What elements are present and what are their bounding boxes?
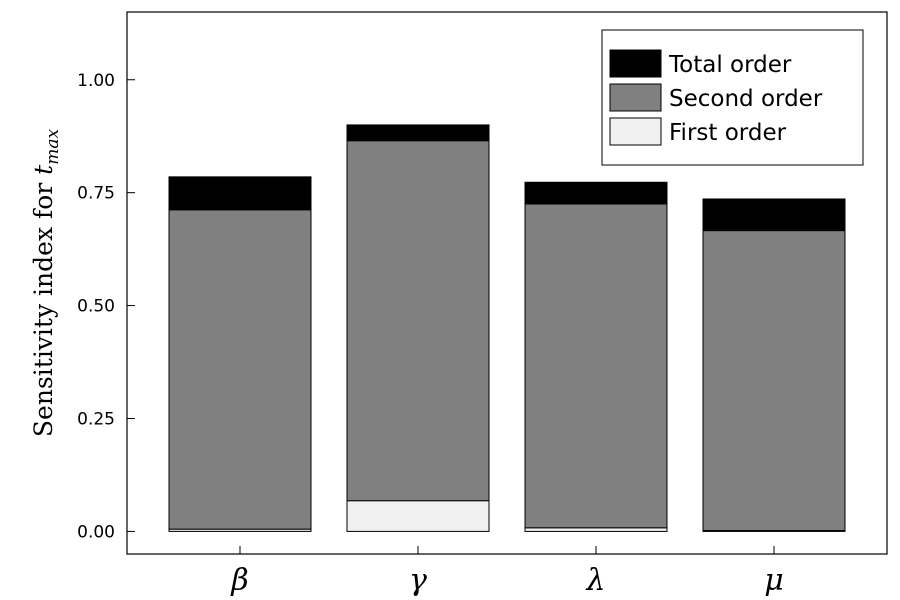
bar-segment-total-order <box>524 181 668 205</box>
y-tick-label: 0.00 <box>77 522 115 542</box>
legend-label: First order <box>669 120 787 146</box>
bar-segment-total-order <box>702 198 846 232</box>
y-tick-label: 1.00 <box>77 71 115 91</box>
x-category-label: λ <box>585 563 605 598</box>
bar-segment-first-order <box>524 527 668 532</box>
y-tick-label: 0.75 <box>77 184 115 204</box>
x-category-label: γ <box>409 563 427 598</box>
x-category-label: μ <box>764 563 784 598</box>
bars <box>168 124 846 532</box>
legend: Total order Second order First order <box>601 29 864 166</box>
y-tick-label: 0.50 <box>77 297 115 317</box>
bar-segment-second-order <box>346 140 490 502</box>
y-axis-label: Sensitivity index for tmax <box>29 129 63 438</box>
bar-segment-second-order <box>524 203 668 529</box>
x-category-label: β <box>230 563 248 598</box>
legend-label: Total order <box>668 52 792 78</box>
bar-segment-first-order <box>346 500 490 532</box>
bar-segment-total-order <box>346 124 490 142</box>
legend-swatch <box>609 49 662 78</box>
y-axis-ticks: 0.00 0.25 0.50 0.75 1.00 <box>77 71 135 542</box>
legend-swatch <box>609 83 662 112</box>
bar-segment-second-order <box>168 209 312 530</box>
y-tick-label: 0.25 <box>77 410 115 430</box>
bar-segment-total-order <box>168 176 312 211</box>
legend-swatch <box>609 117 662 146</box>
legend-label: Second order <box>669 86 823 112</box>
bar-segment-second-order <box>702 230 846 532</box>
